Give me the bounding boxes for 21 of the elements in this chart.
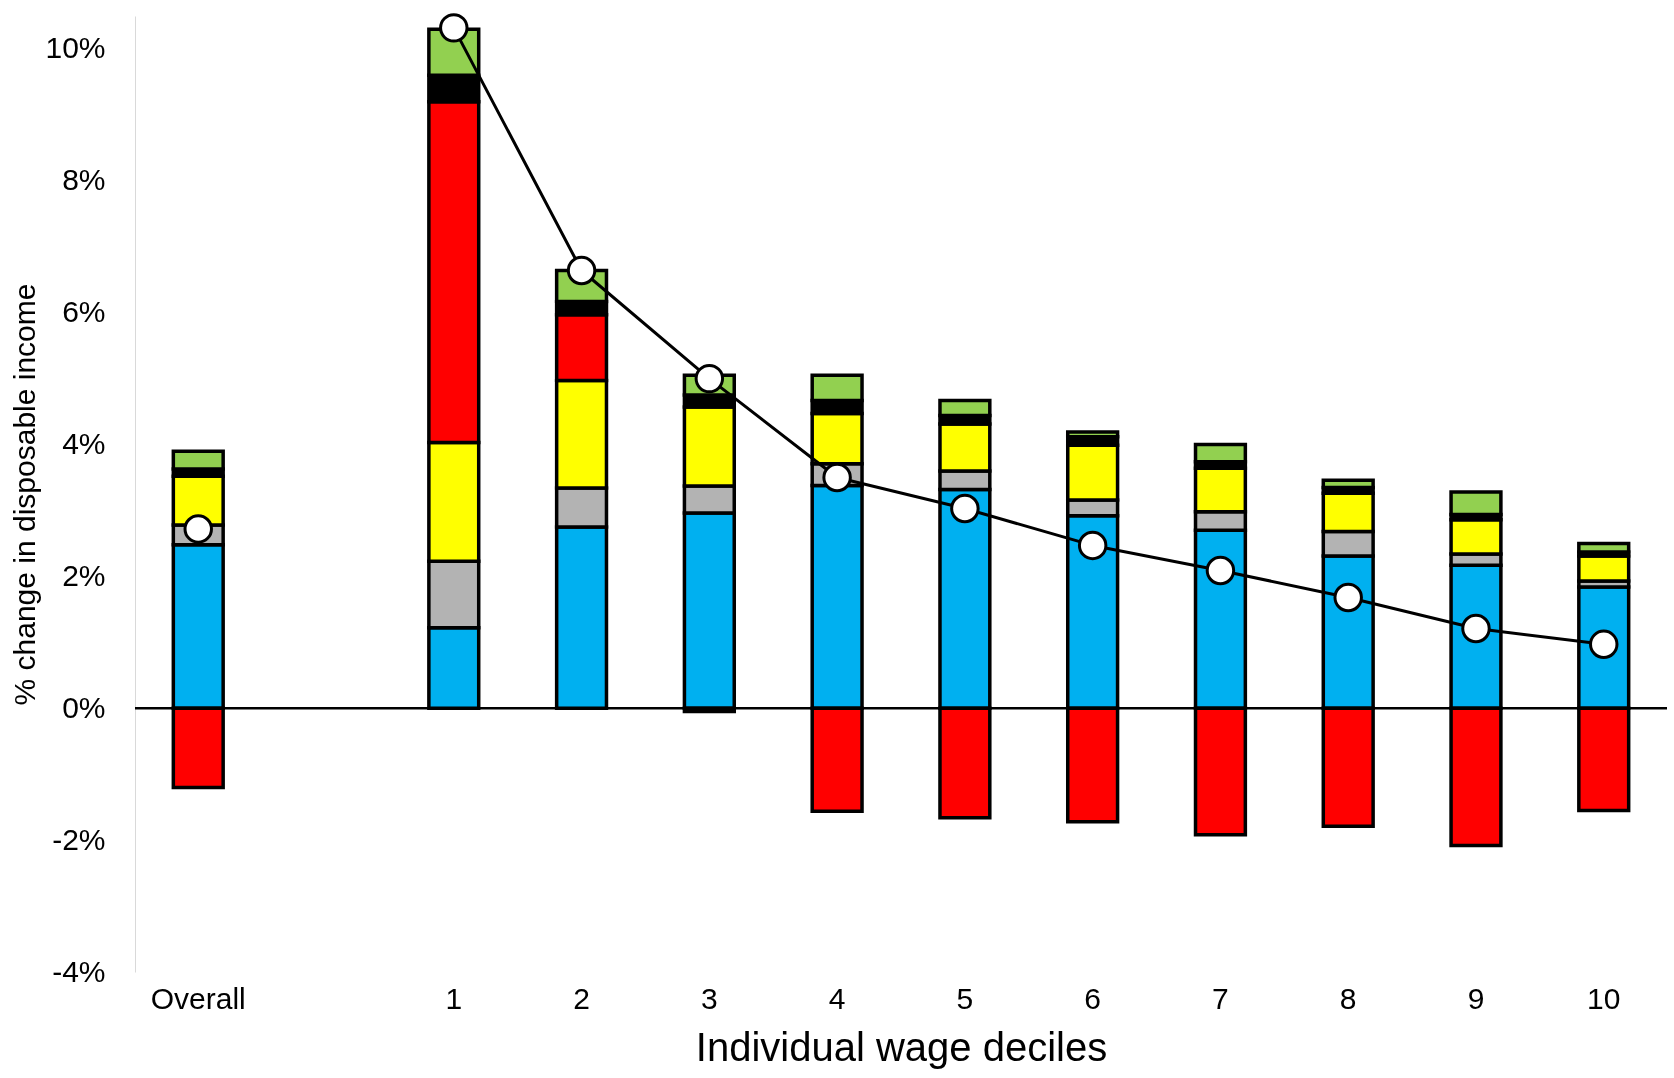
x-tick-label: 3 [701,981,718,1015]
x-tick-label: 2 [573,981,590,1015]
x-tick-label: 9 [1467,981,1485,1015]
y-tick-label: 2% [62,558,106,592]
y-tick-label: -4% [52,954,106,988]
x-tick-label: 5 [956,981,974,1015]
y-axis-title: % change in disposable income [8,283,42,706]
y-tick-label: 10% [45,31,106,65]
x-tick-label: 10 [1587,981,1621,1015]
x-tick-label: Overall [150,981,246,1015]
x-tick-label: 7 [1212,981,1229,1015]
y-tick-label: 4% [62,427,106,461]
x-tick-label: 1 [445,981,463,1015]
y-tick-label: 0% [62,690,106,724]
y-tick-label: -2% [52,822,106,856]
x-axis-title: Individual wage deciles [695,1024,1108,1069]
x-tick-label: 6 [1084,981,1101,1015]
x-tick-label: 4 [828,981,846,1015]
x-tick-label: 8 [1339,981,1357,1015]
y-tick-label: 6% [62,295,106,329]
y-tick-label: 8% [62,163,106,197]
